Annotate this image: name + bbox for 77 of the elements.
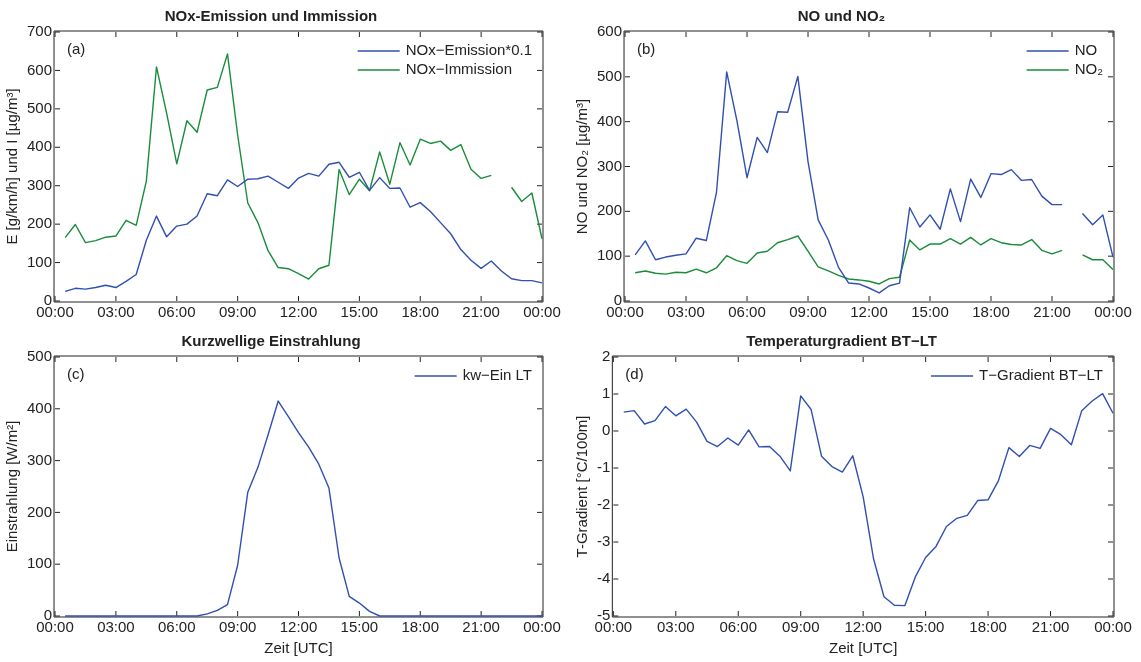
y-tick-label: 500 <box>597 66 623 84</box>
y-tick-label: -3 <box>596 532 611 550</box>
x-tick-label: 15:00 <box>906 618 945 636</box>
x-tick-label: 18:00 <box>969 618 1007 636</box>
x-tick-label: 18:00 <box>972 303 1010 321</box>
y-tick-label: 200 <box>27 214 53 232</box>
x-tick-label: 00:00 <box>523 303 561 321</box>
y-tick-label: -2 <box>596 495 611 513</box>
x-axis-title: Zeit [UTC] <box>264 639 333 657</box>
y-tick-label: 400 <box>27 137 53 155</box>
y-tick-label: 1 <box>601 384 611 402</box>
x-tick-label: 21:00 <box>462 303 500 321</box>
x-tick-label: 12:00 <box>844 618 882 636</box>
y-tick-label: 200 <box>597 201 623 219</box>
y-tick-label: 300 <box>27 175 53 193</box>
x-tick-label: 09:00 <box>781 618 820 636</box>
chart-title: NO und NO₂ <box>797 7 886 25</box>
x-tick-label: 18:00 <box>401 618 440 636</box>
x-tick-label: 00:00 <box>1094 303 1132 321</box>
annotation: (a) <box>67 39 86 57</box>
y-tick-label: 500 <box>27 347 53 365</box>
legend-label: NOx−Emission*0.1 <box>405 41 533 59</box>
x-tick-label: 03:00 <box>97 618 135 636</box>
x-tick-label: 06:00 <box>158 303 196 321</box>
y-tick-label: 700 <box>27 22 53 40</box>
y-tick-label: 400 <box>27 398 53 416</box>
x-tick-label: 15:00 <box>911 303 949 321</box>
x-tick-label: 09:00 <box>218 303 257 321</box>
x-tick-label: 12:00 <box>850 303 888 321</box>
y-tick-label: 100 <box>27 252 53 270</box>
x-tick-label: 03:00 <box>667 303 705 321</box>
chart-title: Kurzwellige Einstrahlung <box>181 332 361 350</box>
y-tick-label: 100 <box>597 246 623 264</box>
x-tick-label: 03:00 <box>97 303 135 321</box>
annotation: (d) <box>625 364 644 382</box>
x-tick-label: 21:00 <box>462 618 500 636</box>
y-tick-label: 2 <box>601 347 611 365</box>
y-tick-label: 200 <box>27 502 53 520</box>
y-axis-title: T-Gradient [°C/100m] <box>573 415 591 558</box>
x-tick-label: 06:00 <box>719 618 758 636</box>
legend-label: NO₂ <box>1074 60 1104 78</box>
legend-label: NO <box>1074 41 1098 59</box>
x-tick-label: 00:00 <box>523 618 561 636</box>
x-tick-label: 09:00 <box>789 303 827 321</box>
x-tick-label: 09:00 <box>218 618 257 636</box>
legend-label: T−Gradient BT−LT <box>979 366 1104 384</box>
y-axis-title: E [g/km/h] und I [µg/m³] <box>3 88 21 245</box>
x-tick-label: 12:00 <box>279 618 318 636</box>
legend-label: kw−Ein LT <box>462 366 533 384</box>
x-tick-label: 00:00 <box>1094 618 1132 636</box>
chart-title: NOx-Emission und Immission <box>164 7 378 25</box>
x-tick-label: 06:00 <box>728 303 766 321</box>
y-tick-label: 300 <box>597 156 623 174</box>
y-axis-title: Einstrahlung [W/m²] <box>3 420 21 553</box>
x-tick-label: 03:00 <box>657 618 695 636</box>
y-tick-label: 500 <box>27 99 53 116</box>
x-tick-label: 21:00 <box>1031 618 1070 636</box>
x-tick-label: 06:00 <box>158 618 196 636</box>
x-tick-label: 15:00 <box>340 303 379 321</box>
annotation: (c) <box>67 364 85 382</box>
chart-title: Temperaturgradient BT−LT <box>746 332 937 350</box>
x-tick-label: 12:00 <box>279 303 318 321</box>
y-tick-label: 100 <box>27 554 53 572</box>
y-tick-label: -4 <box>596 569 611 587</box>
y-tick-label: 0 <box>601 421 611 439</box>
y-axis-title: NO und NO₂ [µg/m³] <box>573 98 591 235</box>
x-tick-label: 18:00 <box>401 303 440 321</box>
x-tick-label: 15:00 <box>340 618 379 636</box>
y-tick-label: 400 <box>597 111 623 129</box>
y-tick-label: 600 <box>597 22 623 40</box>
x-axis-title: Zeit [UTC] <box>829 639 898 657</box>
annotation: (b) <box>637 39 656 57</box>
y-tick-label: -1 <box>596 458 611 476</box>
x-tick-label: 21:00 <box>1033 303 1071 321</box>
y-tick-label: 600 <box>27 60 53 78</box>
legend-label: NOx−Immission <box>405 60 512 78</box>
y-tick-label: 300 <box>27 450 53 468</box>
